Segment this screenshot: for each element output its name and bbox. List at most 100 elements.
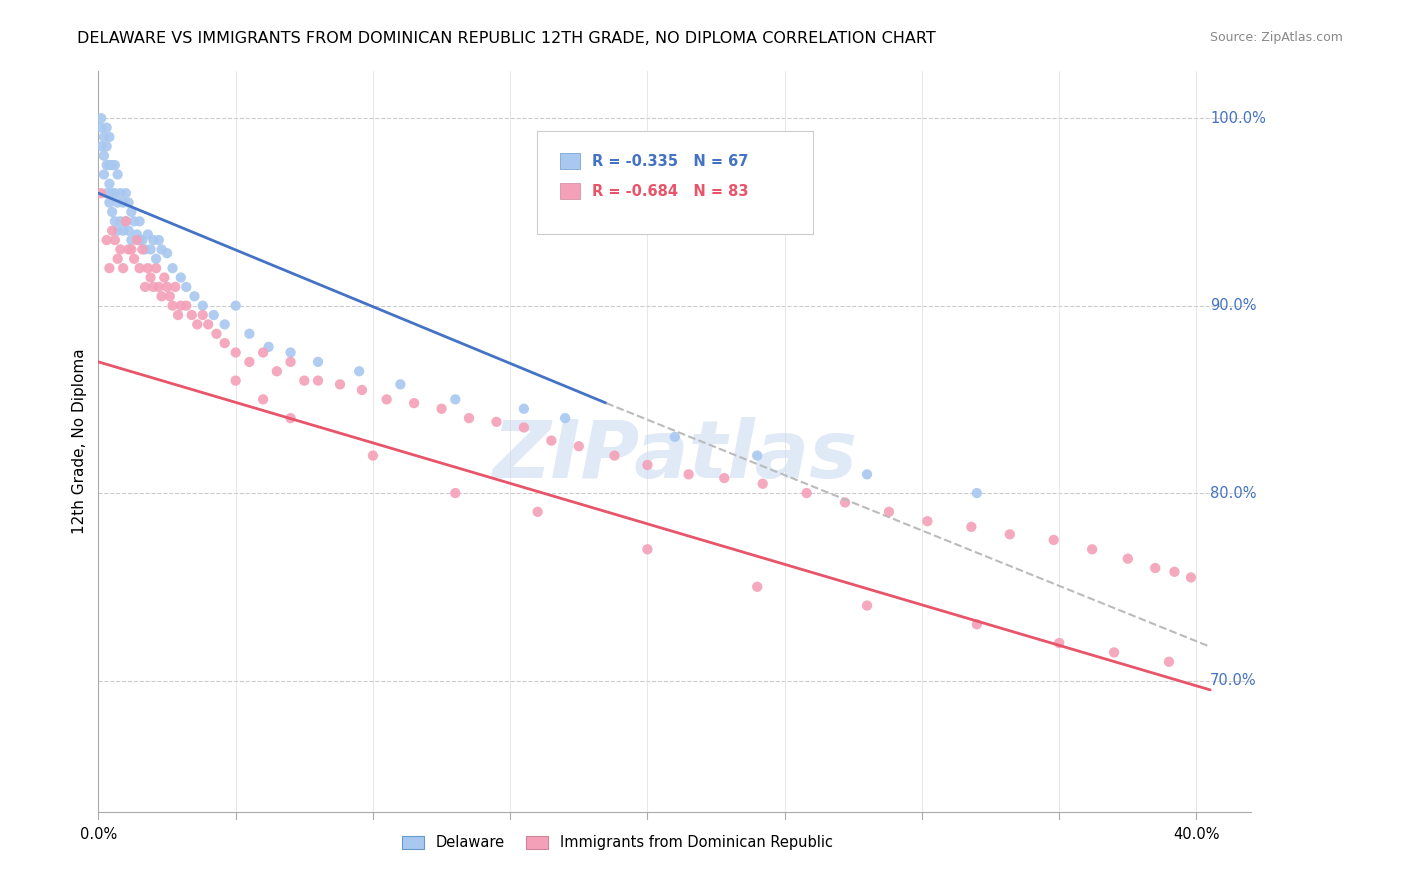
Point	[145, 252, 167, 266]
Point	[98, 158, 121, 172]
Point	[93, 168, 115, 182]
Point	[125, 227, 148, 242]
Point	[1163, 565, 1185, 579]
Point	[156, 280, 179, 294]
Point	[430, 401, 453, 416]
Point	[98, 195, 121, 210]
Point	[603, 449, 626, 463]
Point	[128, 233, 150, 247]
Point	[98, 261, 121, 276]
Point	[191, 308, 214, 322]
Point	[174, 280, 197, 294]
Point	[747, 449, 769, 463]
Point	[444, 392, 467, 407]
Point	[238, 326, 260, 341]
Point	[197, 318, 219, 332]
Point	[636, 542, 658, 557]
Text: R = -0.684   N = 83: R = -0.684 N = 83	[592, 184, 748, 199]
Point	[347, 364, 370, 378]
Text: 0.0%: 0.0%	[80, 827, 117, 842]
Point	[485, 415, 508, 429]
Point	[225, 299, 247, 313]
Point	[361, 449, 384, 463]
Point	[1180, 570, 1202, 584]
Point	[96, 186, 118, 201]
Point	[117, 243, 139, 257]
Point	[131, 233, 153, 247]
Point	[136, 227, 159, 242]
Point	[375, 392, 398, 407]
Point	[568, 439, 591, 453]
Point	[664, 430, 686, 444]
Point	[170, 270, 193, 285]
Point	[96, 120, 118, 135]
Point	[162, 299, 184, 313]
Point	[1042, 533, 1064, 547]
Point	[280, 411, 302, 425]
FancyBboxPatch shape	[560, 183, 581, 199]
Point	[98, 177, 121, 191]
Point	[107, 224, 129, 238]
Point	[104, 158, 127, 172]
Point	[110, 214, 132, 228]
Point	[120, 233, 142, 247]
Point	[389, 377, 412, 392]
Point	[101, 186, 124, 201]
Point	[134, 243, 156, 257]
Point	[93, 130, 115, 145]
FancyBboxPatch shape	[537, 130, 813, 235]
Point	[307, 374, 329, 388]
Point	[257, 340, 280, 354]
Point	[120, 243, 142, 257]
Point	[225, 345, 247, 359]
Point	[202, 308, 225, 322]
Point	[112, 195, 135, 210]
Point	[104, 186, 127, 201]
Point	[107, 168, 129, 182]
Text: Source: ZipAtlas.com: Source: ZipAtlas.com	[1209, 31, 1343, 45]
Point	[112, 261, 135, 276]
FancyBboxPatch shape	[560, 153, 581, 169]
Legend: Delaware, Immigrants from Dominican Republic: Delaware, Immigrants from Dominican Repu…	[396, 830, 838, 856]
Point	[1144, 561, 1167, 575]
Point	[350, 383, 373, 397]
Point	[150, 243, 173, 257]
Point	[751, 476, 773, 491]
Point	[238, 355, 260, 369]
Text: 90.0%: 90.0%	[1211, 298, 1257, 313]
Point	[139, 243, 162, 257]
Point	[101, 205, 124, 219]
Point	[96, 139, 118, 153]
Point	[150, 289, 173, 303]
Point	[747, 580, 769, 594]
Point	[122, 214, 145, 228]
Point	[110, 186, 132, 201]
Point	[128, 261, 150, 276]
Point	[1102, 645, 1125, 659]
Point	[191, 299, 214, 313]
Point	[170, 299, 193, 313]
Point	[966, 617, 988, 632]
Text: DELAWARE VS IMMIGRANTS FROM DOMINICAN REPUBLIC 12TH GRADE, NO DIPLOMA CORRELATIO: DELAWARE VS IMMIGRANTS FROM DOMINICAN RE…	[77, 31, 936, 46]
Point	[120, 205, 142, 219]
Point	[136, 261, 159, 276]
Point	[110, 243, 132, 257]
Point	[90, 186, 112, 201]
Point	[90, 120, 112, 135]
Point	[329, 377, 352, 392]
Point	[186, 318, 208, 332]
Point	[142, 233, 165, 247]
Point	[266, 364, 288, 378]
Point	[214, 318, 236, 332]
Point	[139, 270, 162, 285]
Point	[998, 527, 1021, 541]
Point	[98, 130, 121, 145]
Point	[107, 195, 129, 210]
Point	[636, 458, 658, 472]
Point	[148, 233, 170, 247]
Point	[112, 224, 135, 238]
Point	[117, 195, 139, 210]
Point	[117, 224, 139, 238]
Point	[101, 224, 124, 238]
Point	[96, 158, 118, 172]
